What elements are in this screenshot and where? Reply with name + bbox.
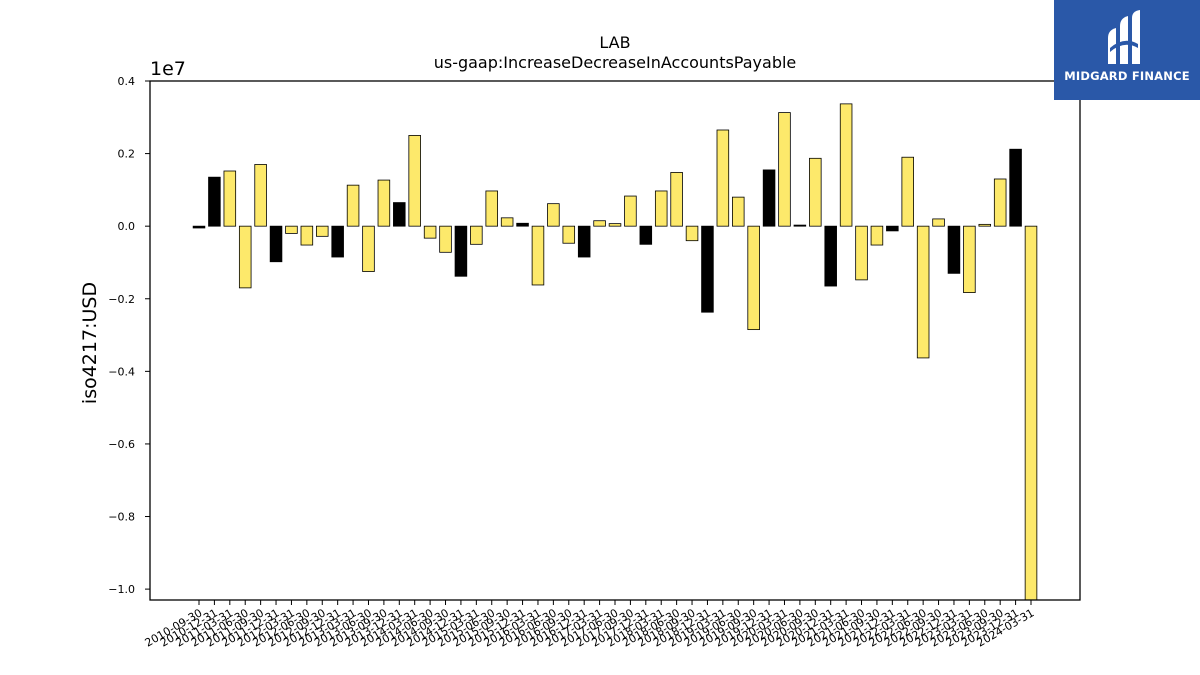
bar-2024-03-31 [1024, 225, 1038, 601]
bar-2018-09-30 [685, 225, 699, 242]
bar-2020-09-30 [809, 157, 822, 227]
bar-2015-09-30 [500, 217, 514, 227]
bar-2022-09-30 [932, 218, 945, 227]
bar-2010-09-30 [192, 225, 206, 229]
y-tick-label: −0.6 [108, 438, 135, 451]
bar-2015-12-31 [516, 222, 529, 227]
bar-2010-12-31 [208, 176, 221, 227]
bar-2016-09-30 [562, 225, 576, 244]
bar-2014-03-31 [408, 135, 421, 227]
y-tick-label: 0.2 [118, 148, 136, 161]
bar-2012-03-31 [285, 225, 298, 234]
bar-2019-03-31 [716, 129, 730, 227]
bar-2012-09-30 [315, 225, 329, 237]
bar-2023-06-30 [978, 223, 992, 227]
bar-2017-03-31 [593, 220, 606, 227]
y-axis-label: iso4217:USD [79, 282, 101, 404]
bar-2023-09-30 [993, 178, 1007, 227]
bar-2016-06-30 [547, 203, 560, 227]
bar-2014-06-30 [423, 225, 437, 239]
bar-2017-06-30 [608, 223, 622, 227]
bar-2018-12-31 [701, 225, 714, 313]
bar-2016-03-31 [531, 225, 545, 286]
y-tick-label: −1.0 [108, 583, 135, 596]
plot-frame [149, 80, 1081, 601]
bar-2020-03-31 [778, 112, 791, 227]
y-ticks-group: 0.4 0.2 0.0 −0.2 −0.4 −0.6 −0.8 −1.0 [108, 75, 150, 596]
bar-2011-09-30 [254, 164, 267, 227]
bar-2020-06-30 [793, 224, 807, 227]
bar-2011-06-30 [238, 225, 252, 289]
bar-2013-12-31 [393, 202, 406, 227]
y-tick-label: −0.4 [108, 365, 135, 378]
bar-2023-12-31 [1009, 148, 1022, 227]
bar-2022-03-31 [901, 156, 915, 227]
bar-2018-03-31 [654, 190, 668, 227]
bar-2021-09-30 [870, 225, 884, 246]
bar-2019-09-30 [747, 225, 760, 331]
y-tick-label: 0.0 [118, 220, 136, 233]
bar-2013-03-31 [346, 184, 360, 227]
y-tick-label: 0.4 [118, 75, 136, 88]
bar-2019-12-31 [762, 169, 776, 227]
bar-2021-06-30 [855, 225, 868, 281]
bar-2015-06-30 [485, 190, 499, 227]
bar-2012-12-31 [331, 225, 344, 258]
y-tick-label: −0.2 [108, 293, 135, 306]
y-tick-label: −0.8 [108, 511, 135, 524]
bar-2011-12-31 [269, 225, 283, 263]
chart-title: LAB [599, 33, 630, 52]
brand-logo-text: MIDGARD FINANCE [1064, 69, 1190, 83]
bar-2012-06-30 [300, 225, 314, 246]
bar-2014-12-31 [454, 225, 468, 277]
bar-2011-03-31 [223, 170, 237, 227]
bar-2023-03-31 [963, 225, 976, 293]
bar-2017-12-31 [639, 225, 653, 245]
brand-logo: MIDGARD FINANCE [1054, 0, 1200, 100]
bar-2016-12-31 [577, 225, 591, 258]
bar-2021-12-31 [886, 225, 899, 232]
bar-2018-06-30 [670, 172, 683, 227]
x-ticks-group: 2010-09-302010-12-312011-03-312011-06-30… [143, 600, 1037, 650]
bar-2022-06-30 [916, 225, 930, 359]
bar-2019-06-30 [732, 196, 745, 227]
bar-2017-09-30 [624, 195, 637, 227]
chart-subtitle: us-gaap:IncreaseDecreaseInAccountsPayabl… [434, 53, 797, 72]
y-offset-label: 1e7 [150, 58, 186, 80]
bar-2013-06-30 [362, 225, 375, 272]
bar-2022-12-31 [947, 225, 961, 274]
bar-2014-09-30 [439, 225, 452, 253]
bar-2015-03-31 [470, 225, 483, 245]
bar-2013-09-30 [377, 179, 391, 227]
bar-2020-12-31 [824, 225, 837, 287]
bar-2021-03-31 [839, 103, 853, 227]
bars-group [192, 103, 1038, 601]
midgard-logo-icon [1108, 10, 1140, 64]
